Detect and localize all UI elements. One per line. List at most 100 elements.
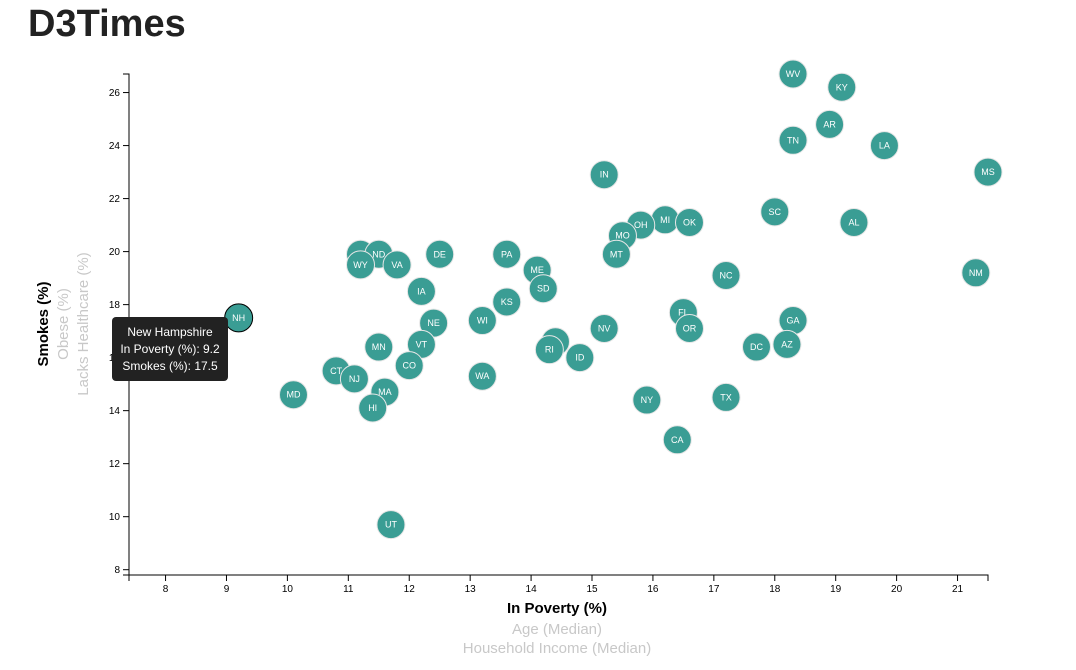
state-circle[interactable]: [772, 329, 802, 359]
state-point-nc[interactable]: NC: [711, 260, 741, 290]
state-circle[interactable]: [815, 109, 845, 139]
state-circle[interactable]: [492, 239, 522, 269]
state-point-ok[interactable]: OK: [674, 207, 704, 237]
state-circle[interactable]: [339, 364, 369, 394]
state-circle[interactable]: [467, 361, 497, 391]
state-point-wa[interactable]: WA: [467, 361, 497, 391]
state-circle[interactable]: [711, 260, 741, 290]
state-circle[interactable]: [376, 510, 406, 540]
x-axis: 8 9 10 11 12 13 14 15 16 17 18 19 20 21: [128, 574, 989, 595]
state-point-ut[interactable]: UT: [376, 510, 406, 540]
state-circle[interactable]: [674, 207, 704, 237]
state-point-wy[interactable]: WY: [346, 250, 376, 280]
state-point-ks[interactable]: KS: [492, 287, 522, 317]
state-point-nm[interactable]: NM: [961, 258, 991, 288]
state-circle[interactable]: [711, 382, 741, 412]
state-point-sd[interactable]: SD: [528, 274, 558, 304]
state-point-tx[interactable]: TX: [711, 382, 741, 412]
state-circle[interactable]: [278, 380, 308, 410]
state-circle[interactable]: [534, 335, 564, 365]
tooltip-y-value: Smokes (%): 17.5: [122, 359, 218, 373]
y-tick-label: 20: [109, 247, 121, 258]
y-axis-label-obese[interactable]: Obese (%): [55, 288, 72, 360]
state-point-hi[interactable]: HI: [358, 393, 388, 423]
state-point-id[interactable]: ID: [565, 343, 595, 373]
state-point-ia[interactable]: IA: [406, 276, 436, 306]
state-circle[interactable]: [565, 343, 595, 373]
x-axis-line: [128, 574, 989, 581]
state-point-nh[interactable]: NH: [224, 303, 254, 333]
state-circle[interactable]: [632, 385, 662, 415]
x-tick-label: 11: [343, 584, 354, 595]
state-point-al[interactable]: AL: [839, 207, 869, 237]
x-tick: 9: [224, 575, 230, 595]
state-point-mn[interactable]: MN: [364, 332, 394, 362]
state-point-mt[interactable]: MT: [601, 239, 631, 269]
state-point-tn[interactable]: TN: [778, 125, 808, 155]
x-axis-label-income[interactable]: Household Income (Median): [463, 640, 651, 657]
state-circle[interactable]: [425, 239, 455, 269]
y-tick: 20: [109, 247, 129, 258]
y-axis-label-smokes[interactable]: Smokes (%): [35, 281, 52, 366]
state-point-in[interactable]: IN: [589, 160, 619, 190]
state-circle[interactable]: [869, 131, 899, 161]
state-circle[interactable]: [973, 157, 1003, 187]
state-circle[interactable]: [394, 351, 424, 381]
state-circle[interactable]: [467, 306, 497, 336]
x-tick: 10: [282, 575, 294, 595]
y-tick-label: 18: [109, 300, 121, 311]
x-axis-label-age[interactable]: Age (Median): [512, 621, 602, 638]
state-circle[interactable]: [382, 250, 412, 280]
state-point-co[interactable]: CO: [394, 351, 424, 381]
state-point-sc[interactable]: SC: [760, 197, 790, 227]
state-circle[interactable]: [224, 303, 254, 333]
state-point-nj[interactable]: NJ: [339, 364, 369, 394]
state-point-wi[interactable]: WI: [467, 306, 497, 336]
state-circle[interactable]: [961, 258, 991, 288]
state-circle[interactable]: [406, 276, 436, 306]
state-point-ar[interactable]: AR: [815, 109, 845, 139]
state-point-ky[interactable]: KY: [827, 72, 857, 102]
state-point-la[interactable]: LA: [869, 131, 899, 161]
state-circle[interactable]: [741, 332, 771, 362]
state-circle[interactable]: [589, 160, 619, 190]
state-circle[interactable]: [364, 332, 394, 362]
state-circle[interactable]: [601, 239, 631, 269]
state-point-ny[interactable]: NY: [632, 385, 662, 415]
state-circle[interactable]: [358, 393, 388, 423]
state-circle[interactable]: [778, 59, 808, 89]
x-tick-label: 8: [163, 584, 169, 595]
state-point-dc[interactable]: DC: [741, 332, 771, 362]
y-tick: 24: [109, 141, 129, 152]
x-tick-label: 17: [708, 584, 720, 595]
state-circle[interactable]: [589, 313, 619, 343]
state-point-va[interactable]: VA: [382, 250, 412, 280]
x-axis-label-poverty[interactable]: In Poverty (%): [507, 600, 607, 617]
state-circle[interactable]: [827, 72, 857, 102]
y-axis-label-healthcare[interactable]: Lacks Healthcare (%): [75, 252, 92, 395]
state-circle[interactable]: [839, 207, 869, 237]
state-point-ca[interactable]: CA: [662, 425, 692, 455]
state-circle[interactable]: [674, 313, 704, 343]
state-point-or[interactable]: OR: [674, 313, 704, 343]
state-circle[interactable]: [760, 197, 790, 227]
state-circle[interactable]: [662, 425, 692, 455]
state-point-az[interactable]: AZ: [772, 329, 802, 359]
state-circle[interactable]: [778, 306, 808, 336]
state-point-md[interactable]: MD: [278, 380, 308, 410]
x-tick: 19: [830, 575, 842, 595]
state-point-pa[interactable]: PA: [492, 239, 522, 269]
state-point-nv[interactable]: NV: [589, 313, 619, 343]
state-point-de[interactable]: DE: [425, 239, 455, 269]
state-circle[interactable]: [528, 274, 558, 304]
state-circle[interactable]: [346, 250, 376, 280]
x-tick-label: 10: [282, 584, 294, 595]
state-circle[interactable]: [650, 205, 680, 235]
state-circle[interactable]: [778, 125, 808, 155]
state-point-wv[interactable]: WV: [778, 59, 808, 89]
state-point-ms[interactable]: MS: [973, 157, 1003, 187]
state-point-ri[interactable]: RI: [534, 335, 564, 365]
state-circle[interactable]: [492, 287, 522, 317]
state-point-ga[interactable]: GA: [778, 306, 808, 336]
state-point-mi[interactable]: MI: [650, 205, 680, 235]
